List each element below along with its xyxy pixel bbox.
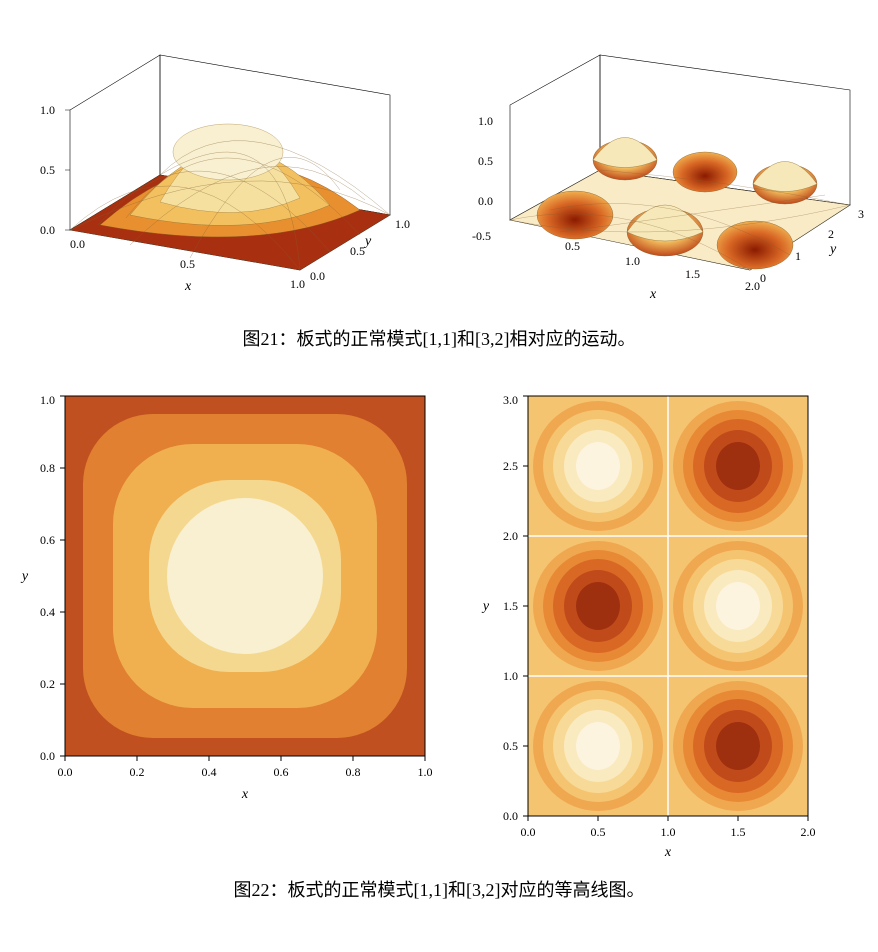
svg-text:0.2: 0.2: [40, 677, 55, 691]
svg-text:0.0: 0.0: [58, 765, 73, 779]
svg-text:0.5: 0.5: [478, 154, 493, 168]
svg-text:2.0: 2.0: [503, 529, 518, 543]
svg-text:0.0: 0.0: [310, 269, 325, 283]
svg-text:0.4: 0.4: [40, 605, 55, 619]
fig21-right-z-ticks: -0.5 0.0 0.5 1.0: [472, 114, 493, 243]
svg-text:1.0: 1.0: [40, 103, 55, 117]
fig22-left-y-ticks: 0.0 0.2 0.4 0.6 0.8 1.0: [40, 393, 55, 763]
fig21-right-x-label: x: [649, 287, 657, 302]
fig21-row: 0.0 0.5 1.0 0.0 0.5 1.0 x 0.0 0.5 1.0 y: [10, 20, 868, 310]
svg-text:0.6: 0.6: [40, 533, 55, 547]
svg-text:0.6: 0.6: [274, 765, 289, 779]
svg-text:0.8: 0.8: [346, 765, 361, 779]
svg-text:3: 3: [858, 207, 864, 221]
svg-text:0.0: 0.0: [503, 809, 518, 823]
svg-text:1.5: 1.5: [731, 825, 746, 839]
svg-text:0.5: 0.5: [350, 244, 365, 258]
svg-text:2.0: 2.0: [801, 825, 816, 839]
svg-text:0.5: 0.5: [180, 257, 195, 271]
svg-text:2.5: 2.5: [503, 459, 518, 473]
svg-text:0.5: 0.5: [565, 239, 580, 253]
fig21-left-z-ticks: 0.0 0.5 1.0: [40, 103, 70, 237]
svg-text:1.0: 1.0: [40, 393, 55, 407]
fig21-left-svg: 0.0 0.5 1.0 0.0 0.5 1.0 x 0.0 0.5 1.0 y: [10, 20, 430, 310]
fig22-right-svg: 0.0 0.5 1.0 1.5 2.0 0.0 0.5 1.0 1.5 2.0 …: [468, 381, 868, 861]
svg-text:1.5: 1.5: [503, 599, 518, 613]
fig22-left-panel: 0.0 0.2 0.4 0.6 0.8 1.0 0.0 0.2 0.4 0.6 …: [10, 381, 440, 861]
svg-text:0: 0: [760, 271, 766, 285]
svg-text:0.0: 0.0: [70, 237, 85, 251]
fig22-left-x-ticks: 0.0 0.2 0.4 0.6 0.8 1.0: [58, 765, 433, 779]
svg-text:1.0: 1.0: [395, 217, 410, 231]
svg-text:0.5: 0.5: [40, 163, 55, 177]
fig22-row: 0.0 0.2 0.4 0.6 0.8 1.0 0.0 0.2 0.4 0.6 …: [10, 381, 868, 861]
svg-text:2.0: 2.0: [745, 279, 760, 293]
svg-text:3.0: 3.0: [503, 393, 518, 407]
fig22-right-y-ticks: 0.0 0.5 1.0 1.5 2.0 2.5 3.0: [503, 393, 518, 823]
fig22-caption: 图22：板式的正常模式[1,1]和[3,2]对应的等高线图。: [10, 876, 868, 902]
fig21-left-y-label: y: [363, 234, 372, 249]
svg-text:1.5: 1.5: [685, 267, 700, 281]
fig22-left-x-label: x: [241, 787, 249, 802]
svg-text:0.8: 0.8: [40, 461, 55, 475]
fig21-left-x-label: x: [184, 279, 192, 294]
svg-text:0.0: 0.0: [521, 825, 536, 839]
fig22-right-panel: 0.0 0.5 1.0 1.5 2.0 0.0 0.5 1.0 1.5 2.0 …: [468, 381, 868, 861]
svg-text:-0.5: -0.5: [472, 229, 491, 243]
fig21-left-surface: [70, 124, 390, 270]
svg-text:1.0: 1.0: [418, 765, 433, 779]
svg-text:1.0: 1.0: [290, 277, 305, 291]
svg-text:0.0: 0.0: [40, 223, 55, 237]
svg-text:1: 1: [795, 249, 801, 263]
fig21-right-y-label: y: [828, 242, 837, 257]
fig21-right-panel: -0.5 0.0 0.5 1.0 0.5 1.0 1.5 2.0 x 0 1 2…: [450, 20, 870, 310]
fig21-right-svg: -0.5 0.0 0.5 1.0 0.5 1.0 1.5 2.0 x 0 1 2…: [450, 20, 870, 310]
svg-text:0.0: 0.0: [40, 749, 55, 763]
svg-text:0.0: 0.0: [478, 194, 493, 208]
fig22-right-y-label: y: [481, 599, 490, 614]
svg-text:0.5: 0.5: [503, 739, 518, 753]
svg-text:0.4: 0.4: [202, 765, 217, 779]
fig22-left-svg: 0.0 0.2 0.4 0.6 0.8 1.0 0.0 0.2 0.4 0.6 …: [10, 381, 440, 811]
svg-text:1.0: 1.0: [625, 254, 640, 268]
svg-text:1.0: 1.0: [503, 669, 518, 683]
fig22-left-y-label: y: [20, 569, 29, 584]
fig22-right-x-ticks: 0.0 0.5 1.0 1.5 2.0: [521, 825, 816, 839]
fig22-right-x-label: x: [664, 845, 672, 860]
svg-text:1.0: 1.0: [478, 114, 493, 128]
fig21-left-panel: 0.0 0.5 1.0 0.0 0.5 1.0 x 0.0 0.5 1.0 y: [10, 20, 430, 310]
svg-text:1.0: 1.0: [661, 825, 676, 839]
fig21-caption: 图21：板式的正常模式[1,1]和[3,2]相对应的运动。: [10, 325, 868, 351]
svg-text:2: 2: [828, 227, 834, 241]
svg-text:0.2: 0.2: [130, 765, 145, 779]
svg-text:0.5: 0.5: [591, 825, 606, 839]
